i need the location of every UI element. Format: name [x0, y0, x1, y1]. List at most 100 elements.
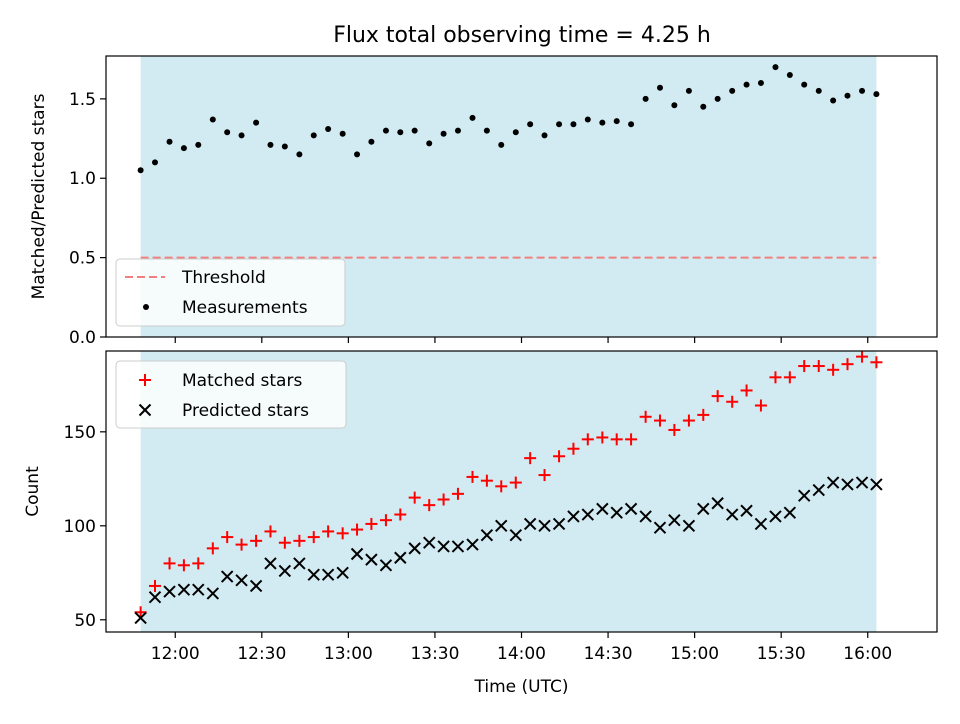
matched-star-point [177, 559, 190, 572]
matched-star-point [754, 399, 767, 412]
matched-star-point [783, 371, 796, 384]
measurement-point [772, 64, 779, 71]
measurement-point [786, 72, 793, 79]
predicted-marker-b [783, 506, 797, 519]
measurement-point [137, 167, 144, 174]
predicted-star-point [754, 517, 768, 531]
matched-star-point [192, 557, 205, 570]
predicted-marker-b [192, 583, 205, 596]
predicted-marker-b [697, 502, 710, 516]
measurement-point [642, 95, 649, 102]
predicted-marker-b [235, 574, 248, 587]
x-tick-label: 13:30 [410, 644, 459, 664]
matched-star-point [163, 557, 176, 570]
predicted-marker-b [466, 538, 479, 551]
measurement-point [584, 116, 591, 123]
predicted-marker-b [379, 559, 393, 572]
predicted-star-point [610, 506, 623, 519]
matched-star-point [235, 538, 248, 551]
measurement-point [440, 130, 447, 137]
legend-matched-label: Matched stars [182, 371, 302, 391]
predicted-star-point [278, 564, 292, 578]
predicted-marker-b [870, 478, 883, 491]
measurement-point [151, 159, 158, 166]
predicted-star-point [350, 547, 364, 561]
predicted-marker-b [596, 502, 609, 516]
measurement-point [267, 141, 274, 148]
legend-threshold-label: Threshold [181, 268, 266, 288]
measurement-point [209, 116, 216, 123]
matched-star-point [812, 360, 825, 373]
matched-star-point [278, 536, 291, 549]
legend-box [115, 360, 347, 429]
predicted-star-point [682, 519, 696, 533]
y-tick-label: 100 [64, 517, 96, 537]
predicted-marker-b [148, 591, 162, 604]
legend-box [115, 258, 346, 327]
measurement-point [238, 132, 245, 139]
legend-predicted-label: Predicted stars [182, 401, 309, 421]
measurement-point [281, 143, 288, 150]
x-tick-label: 15:30 [757, 644, 806, 664]
matched-star-point [509, 476, 522, 489]
measurement-point [253, 119, 260, 126]
x-tick-label: 14:30 [584, 644, 633, 664]
predicted-star-point [697, 502, 710, 516]
predicted-marker-b [365, 553, 378, 566]
measurement-point [166, 138, 173, 145]
measurement-point [527, 121, 534, 128]
measurement-point [830, 97, 837, 104]
measurement-point [743, 81, 750, 88]
matched-star-point [524, 452, 537, 465]
predicted-star-point [220, 570, 234, 583]
predicted-star-point [321, 568, 335, 581]
predicted-star-point [509, 528, 522, 542]
measurement-point [498, 141, 505, 148]
measurement-point [801, 81, 808, 88]
predicted-star-point [538, 519, 551, 533]
predicted-star-point [206, 587, 220, 600]
matched-star-point [134, 606, 147, 619]
top-panel: 0.0 0.5 1.0 1.5 Matched/Predicted stars Thres… [29, 55, 938, 348]
predicted-marker-b [293, 557, 306, 570]
measurement-point [483, 127, 490, 134]
predicted-marker-b [610, 506, 623, 519]
matched-star-point [740, 384, 753, 397]
matched-star-point [610, 433, 623, 446]
measurement-point [570, 121, 577, 128]
predicted-marker-b [812, 483, 825, 497]
predicted-star-point [365, 553, 378, 566]
matched-star-point [466, 470, 479, 483]
predicted-star-point [307, 568, 320, 581]
predicted-marker-b [451, 540, 465, 553]
x-tick-label: 16:00 [843, 644, 892, 664]
matched-star-point [206, 542, 219, 555]
predicted-marker-b [307, 568, 320, 581]
predicted-star-point [480, 528, 494, 542]
x-tick-label: 12:00 [151, 644, 200, 664]
matched-star-point [769, 371, 782, 384]
matched-star-point [423, 499, 436, 512]
measurement-point [195, 141, 202, 148]
predicted-marker-b [394, 551, 407, 564]
predicted-star-point [711, 497, 724, 510]
matched-star-point [841, 358, 854, 371]
matched-star-point [250, 534, 263, 547]
legend-predicted-swatch-b [138, 403, 152, 417]
predicted-marker-b [581, 508, 595, 521]
measurement-point [224, 129, 231, 136]
measurement-point [657, 84, 663, 91]
predicted-marker-b [437, 540, 450, 553]
predicted-star-point [567, 510, 580, 523]
matched-star-point [351, 523, 364, 536]
predicted-star-point [523, 517, 537, 531]
matched-star-point [480, 474, 493, 487]
measurement-point [873, 91, 880, 98]
matched-star-point [221, 531, 234, 544]
predicted-marker-b [653, 521, 667, 534]
predicted-marker-b [841, 478, 854, 491]
predicted-star-point [163, 585, 176, 598]
predicted-star-point [134, 611, 147, 625]
matched-star-point [538, 469, 551, 482]
predicted-marker-b [769, 510, 782, 523]
